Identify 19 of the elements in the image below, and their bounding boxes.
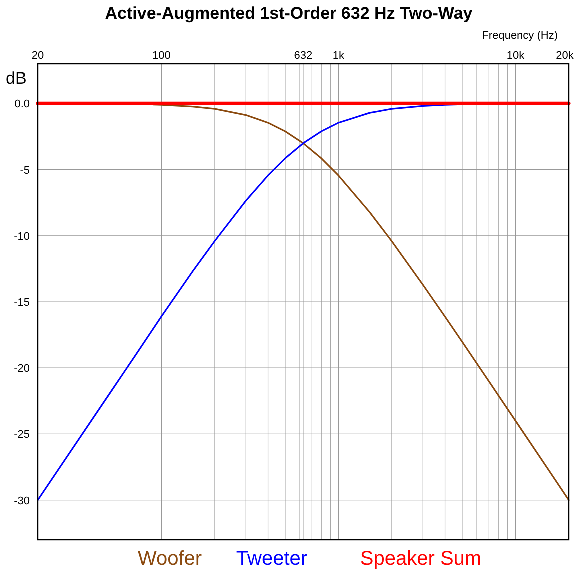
y-tick-label: -25 bbox=[14, 429, 30, 442]
x-tick-label: 100 bbox=[152, 50, 171, 62]
x-tick-label: 1k bbox=[332, 50, 346, 62]
x-tick-label: 20 bbox=[32, 50, 44, 62]
text: Woofer bbox=[138, 548, 202, 570]
y-tick-label: 0.0 bbox=[14, 98, 30, 111]
y-tick-label: -20 bbox=[14, 363, 30, 376]
y-tick-label: -15 bbox=[14, 297, 30, 309]
text: Speaker Sum bbox=[360, 548, 482, 570]
y-tick-label: -5 bbox=[20, 164, 30, 177]
chart-title: Active-Augmented 1st-Order 632 Hz Two-Way bbox=[105, 4, 474, 23]
y-axis-title: dB bbox=[6, 69, 27, 88]
text: Tweeter bbox=[236, 548, 308, 570]
x-axis-title: Frequency (Hz) bbox=[482, 30, 558, 42]
y-tick-label: -10 bbox=[14, 230, 30, 243]
y-tick-label: -30 bbox=[14, 495, 30, 508]
x-tick-label: 10k bbox=[506, 50, 526, 62]
x-tick-label: 20k bbox=[556, 50, 574, 62]
x-tick-label: 632 bbox=[294, 50, 313, 62]
